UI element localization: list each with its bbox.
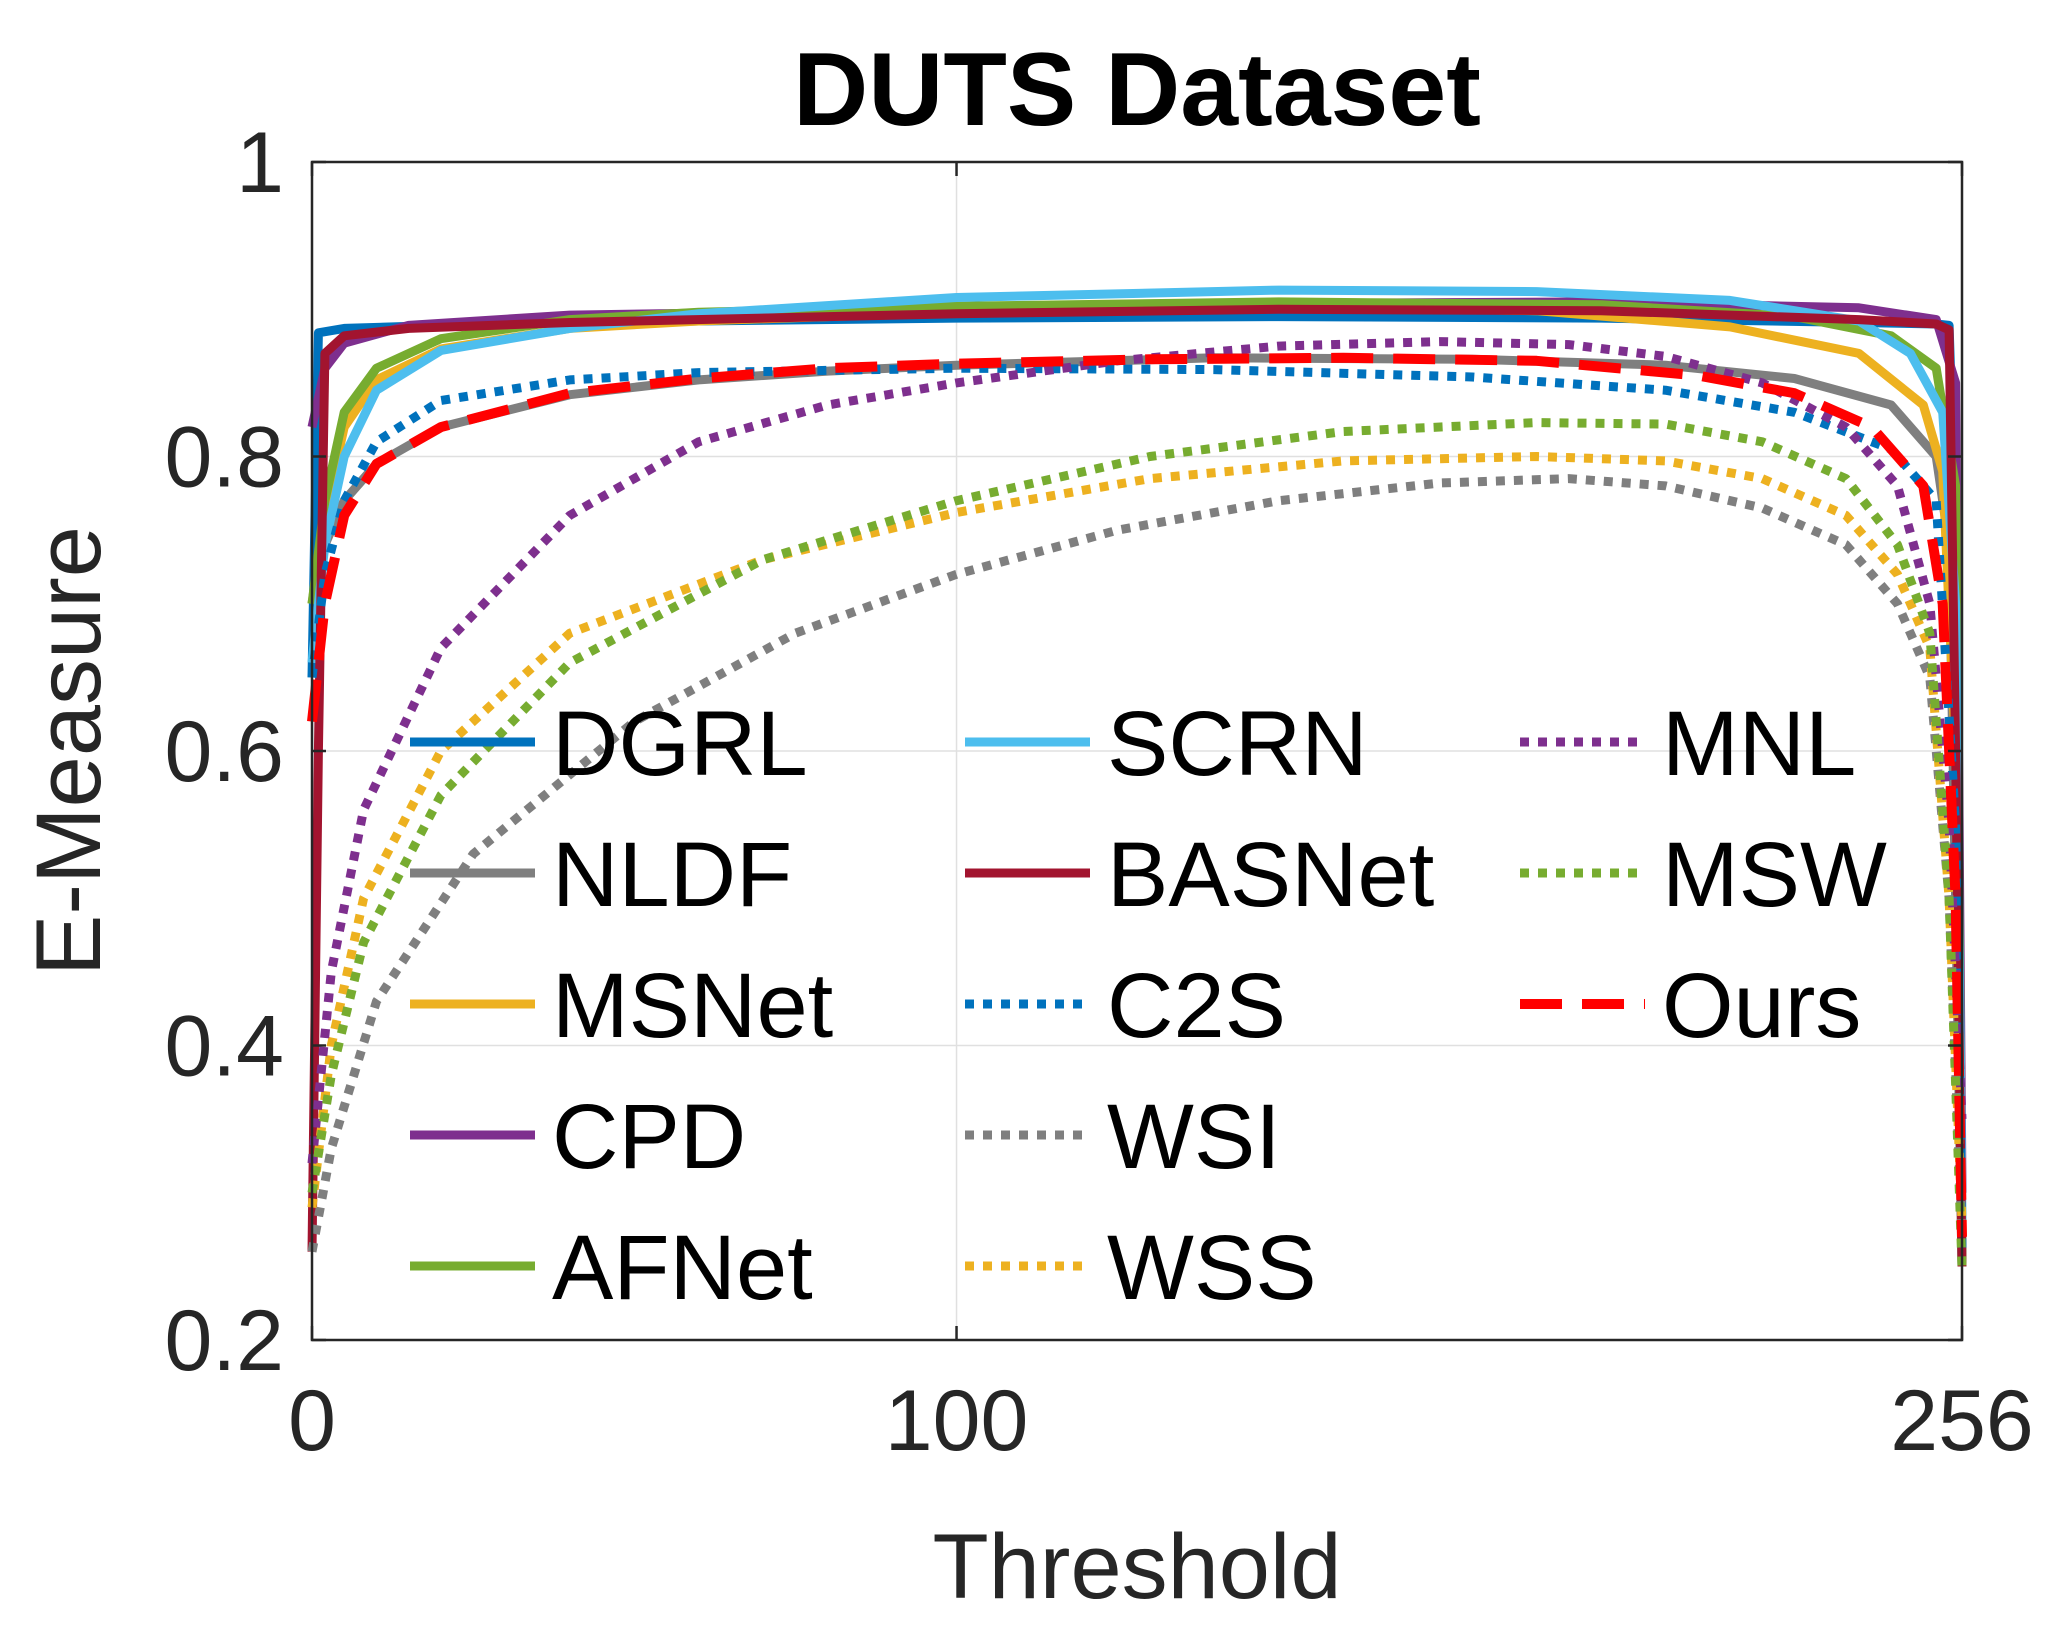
legend-item-wsi[interactable]: WSI bbox=[965, 1086, 1281, 1188]
legend-label: DGRL bbox=[552, 693, 808, 795]
legend-label: MSNet bbox=[552, 955, 833, 1057]
legend-item-ours[interactable]: Ours bbox=[1520, 955, 1861, 1057]
y-tick-label: 0.2 bbox=[164, 1293, 284, 1389]
y-axis-label: E-Measure bbox=[18, 526, 120, 976]
legend-item-nldf[interactable]: NLDF bbox=[410, 824, 792, 926]
legend-item-wss[interactable]: WSS bbox=[965, 1217, 1317, 1319]
x-tick-label: 256 bbox=[1890, 1373, 2034, 1469]
series-layer bbox=[307, 285, 1967, 1267]
legend-label: WSI bbox=[1107, 1086, 1281, 1188]
series-line-basnet bbox=[307, 304, 1967, 1267]
legend-label: MSW bbox=[1662, 824, 1887, 926]
legend-label: MNL bbox=[1662, 693, 1856, 795]
legend-label: SCRN bbox=[1107, 693, 1368, 795]
x-tick-label: 100 bbox=[885, 1373, 1029, 1469]
legend-label: AFNet bbox=[552, 1217, 813, 1319]
series-line-afnet bbox=[307, 297, 1967, 1267]
legend-item-msnet[interactable]: MSNet bbox=[410, 955, 833, 1057]
legend-item-msw[interactable]: MSW bbox=[1520, 824, 1887, 926]
legend-item-c2s[interactable]: C2S bbox=[965, 955, 1286, 1057]
x-tick-label: 0 bbox=[288, 1373, 336, 1469]
series-line-ours bbox=[307, 352, 1967, 1237]
legend-label: Ours bbox=[1662, 955, 1861, 1057]
x-axis-label: Threshold bbox=[932, 1516, 1341, 1618]
legend-item-dgrl[interactable]: DGRL bbox=[410, 693, 808, 795]
legend-item-basnet[interactable]: BASNet bbox=[965, 824, 1434, 926]
series-line-wsi bbox=[307, 474, 1967, 1253]
legend: DGRL NLDF MSNet CPD AFNet SCRN BASNet C2S WSI WSS… bbox=[410, 693, 1887, 1319]
y-tick-label: 1 bbox=[236, 115, 284, 211]
series-line-scrn bbox=[307, 285, 1967, 1223]
legend-label: BASNet bbox=[1107, 824, 1434, 926]
legend-item-mnl[interactable]: MNL bbox=[1520, 693, 1856, 795]
y-tick-label: 0.8 bbox=[164, 410, 284, 506]
legend-label: C2S bbox=[1107, 955, 1286, 1057]
legend-item-afnet[interactable]: AFNet bbox=[410, 1217, 813, 1319]
series-line-mnl bbox=[307, 337, 1967, 1164]
chart-title: DUTS Dataset bbox=[793, 32, 1481, 148]
y-tick-label: 0.6 bbox=[164, 704, 284, 800]
tick-layer: 0.2 0.4 0.6 0.8 1 0 100 256 bbox=[164, 115, 2033, 1469]
legend-label: WSS bbox=[1107, 1217, 1317, 1319]
legend-label: NLDF bbox=[552, 824, 792, 926]
series-line-msw bbox=[307, 418, 1967, 1267]
legend-label: CPD bbox=[552, 1086, 746, 1188]
legend-item-scrn[interactable]: SCRN bbox=[965, 693, 1368, 795]
y-tick-label: 0.4 bbox=[164, 999, 284, 1095]
legend-item-cpd[interactable]: CPD bbox=[410, 1086, 746, 1188]
series-line-c2s bbox=[307, 363, 1967, 1252]
